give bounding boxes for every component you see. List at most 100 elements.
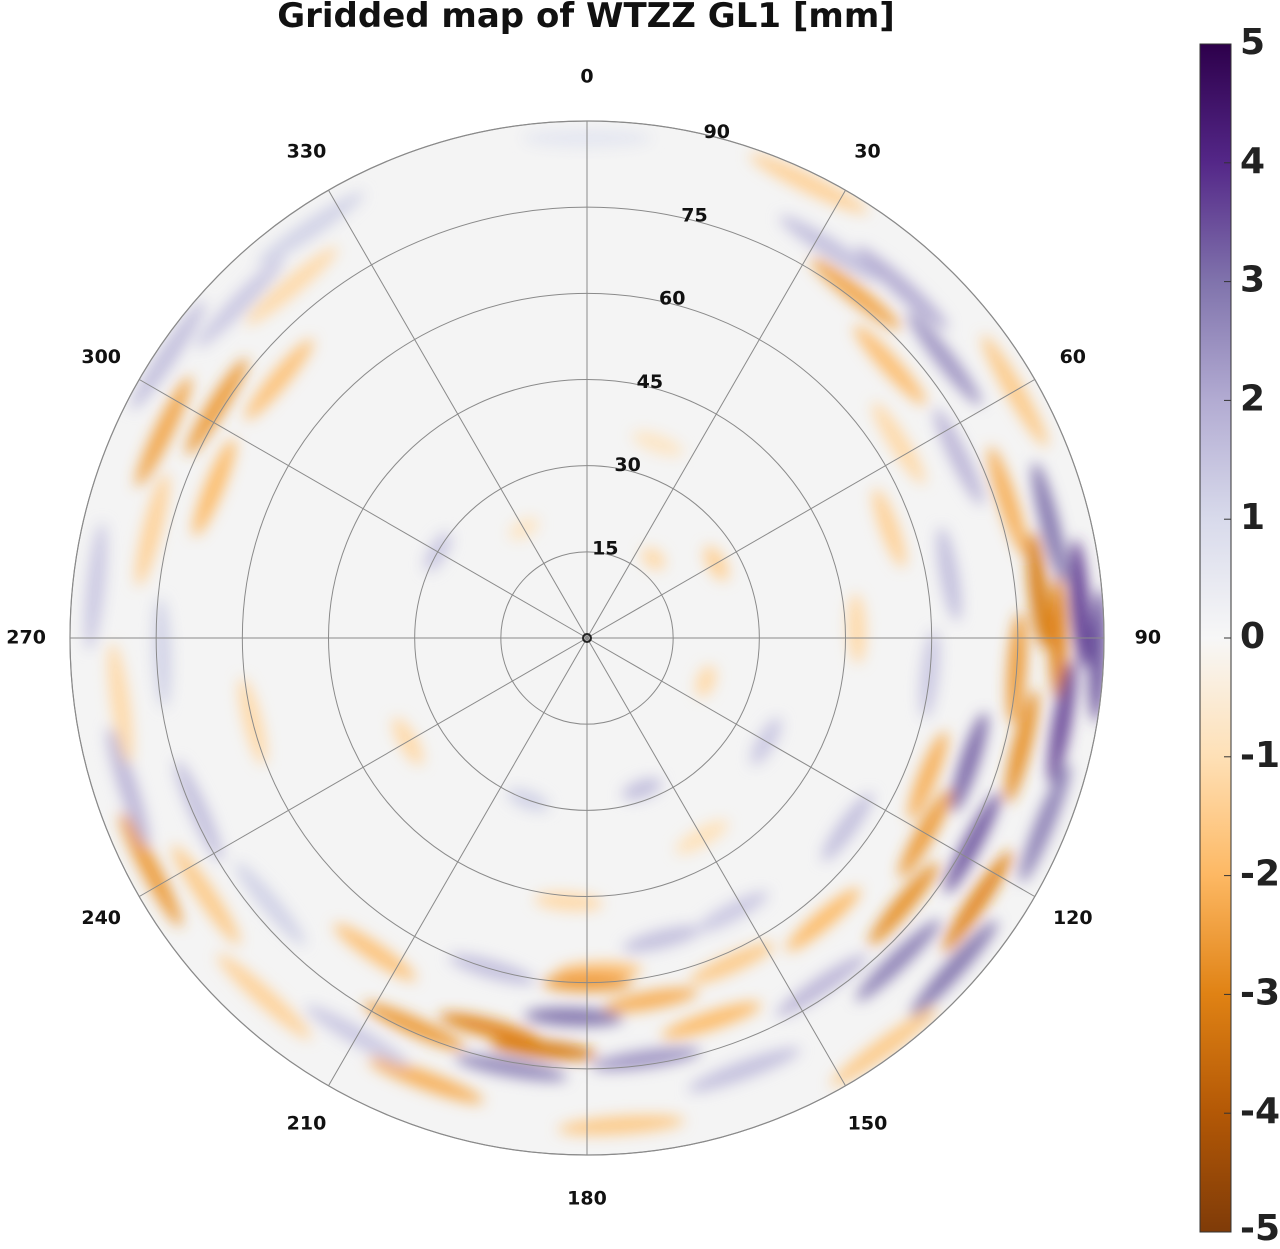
heatmap-cell — [1048, 660, 1077, 784]
polar-tick-labels: 0 30 60 90 120 150 180 210 240 270 300 330 15 30 45 60 7… — [6, 66, 1161, 1210]
heatmap-cell — [622, 925, 702, 953]
heatmap-cell — [257, 191, 365, 266]
colorbar-tick-label: 2 — [1240, 378, 1265, 419]
heatmap-cell — [810, 258, 901, 330]
heatmap-cell — [942, 850, 1013, 953]
colorbar-tick-label: -2 — [1240, 854, 1280, 895]
heatmap-cell — [936, 527, 962, 622]
heatmap-cell — [749, 153, 868, 214]
colorbar-tick-label: -3 — [1240, 972, 1280, 1013]
heatmap-cell — [363, 1002, 465, 1051]
azimuth-tick-label: 60 — [1060, 346, 1086, 368]
azimuth-tick-label: 150 — [848, 1112, 888, 1134]
azimuth-grid-line — [139, 637, 588, 897]
heatmap-cell — [872, 402, 926, 485]
heatmap-cell — [821, 792, 873, 862]
heatmap-cell — [591, 1047, 701, 1071]
heatmap-cell — [119, 813, 182, 927]
heatmap-cell — [195, 257, 284, 349]
azimuth-tick-label: 330 — [287, 141, 327, 163]
heatmap-cell — [907, 311, 982, 406]
heatmap-cell — [603, 987, 698, 1013]
heatmap-cell — [847, 593, 866, 664]
azimuth-tick-label: 90 — [1135, 627, 1161, 649]
colorbar-tick-label: 5 — [1240, 22, 1265, 63]
colorbar: 5 4 3 2 1 0 -1 -2 -3 -4 -5 — [1199, 22, 1280, 1249]
heatmap-cell — [217, 954, 312, 1040]
heatmap-cell — [174, 760, 223, 862]
heatmap-cell — [234, 862, 306, 946]
colorbar-tick-label: 0 — [1240, 616, 1265, 657]
heatmap-cell — [1069, 539, 1090, 668]
heatmap-cell — [185, 358, 248, 456]
heatmap-cell — [622, 778, 662, 801]
polar-grid — [69, 120, 1105, 1156]
azimuth-tick-label: 120 — [1053, 907, 1093, 929]
heatmap-cell — [632, 431, 684, 457]
heatmap-cell — [490, 1038, 598, 1060]
azimuth-grid-line — [139, 379, 588, 639]
heatmap-cell — [951, 712, 988, 813]
azimuth-tick-label: 270 — [6, 627, 46, 649]
heatmap-cell — [1019, 763, 1071, 883]
heatmap-cell — [1032, 462, 1067, 583]
heatmap-cell — [135, 473, 169, 587]
heatmap-cell — [689, 942, 775, 984]
heatmap-cell — [455, 1054, 568, 1082]
azimuth-grid-line — [586, 637, 846, 1086]
heatmap-cell — [661, 1002, 762, 1039]
heatmap-cell — [524, 1007, 624, 1027]
radial-tick-label: 15 — [592, 537, 618, 559]
radial-tick-label: 60 — [659, 288, 685, 310]
colorbar-tick-label: 1 — [1240, 497, 1265, 538]
colorbar-tick-label: -5 — [1240, 1208, 1280, 1249]
azimuth-tick-label: 240 — [81, 907, 121, 929]
heatmap-cell — [130, 300, 206, 410]
heatmap-cell — [171, 845, 241, 945]
azimuth-grid-line — [586, 190, 846, 639]
heatmap-cell — [779, 215, 882, 281]
polar-outer-ring — [69, 120, 1105, 1156]
heatmap-cell — [333, 923, 417, 981]
azimuth-grid-line — [586, 637, 1035, 897]
heatmap-cell — [641, 547, 666, 570]
azimuth-tick-label: 30 — [854, 141, 880, 163]
heatmap-cell — [108, 642, 133, 765]
heatmap-cell — [987, 446, 1028, 557]
radial-tick-label: 75 — [681, 204, 707, 226]
heatmap-cell — [192, 438, 236, 537]
heatmap-cell — [786, 888, 861, 952]
heatmap-cell — [688, 1047, 801, 1092]
heatmap-cell — [830, 1007, 938, 1087]
heatmap-cell — [868, 862, 940, 946]
heatmap-cell — [944, 792, 1001, 894]
heatmap-cell — [84, 522, 107, 651]
chart-title: Gridded map of WTZZ GL1 [mm] — [277, 0, 895, 36]
azimuth-tick-label: 210 — [287, 1112, 327, 1134]
heatmap-cell — [244, 339, 314, 420]
heatmap-cell — [776, 954, 867, 1018]
heatmap-cell — [135, 376, 192, 487]
heatmap-cell — [1005, 689, 1039, 803]
radial-tick-label: 30 — [614, 454, 640, 476]
heatmap-cell — [695, 665, 716, 697]
colorbar-tick-label: 3 — [1240, 260, 1265, 301]
heatmap-cell — [855, 919, 941, 1002]
heatmap-cell — [1027, 531, 1050, 650]
heatmap-cell — [910, 920, 998, 1017]
heatmap-cell — [696, 891, 769, 933]
heatmap-cell — [933, 408, 984, 506]
azimuth-grid-line — [586, 379, 1035, 639]
azimuth-tick-label: 300 — [81, 346, 121, 368]
heatmap-cell — [438, 1012, 541, 1044]
colorbar-tick-label: 4 — [1240, 141, 1265, 182]
radial-tick-label: 90 — [704, 121, 730, 143]
heatmap-cell — [854, 325, 927, 405]
azimuth-grid-line — [328, 637, 588, 1086]
azimuth-tick-label: 180 — [567, 1187, 607, 1209]
heatmap-cell — [368, 1058, 484, 1104]
azimuth-grid-line — [328, 190, 588, 639]
azimuth-tick-label: 0 — [580, 66, 593, 88]
radial-tick-label: 45 — [637, 371, 663, 393]
